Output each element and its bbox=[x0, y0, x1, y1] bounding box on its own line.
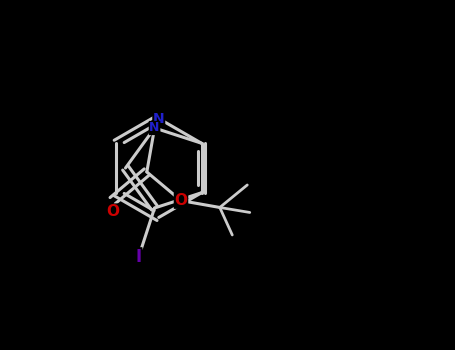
Text: O: O bbox=[175, 193, 187, 208]
Text: I: I bbox=[136, 248, 142, 266]
Text: N: N bbox=[153, 112, 165, 126]
Text: O: O bbox=[106, 204, 119, 219]
Text: N: N bbox=[149, 121, 160, 134]
